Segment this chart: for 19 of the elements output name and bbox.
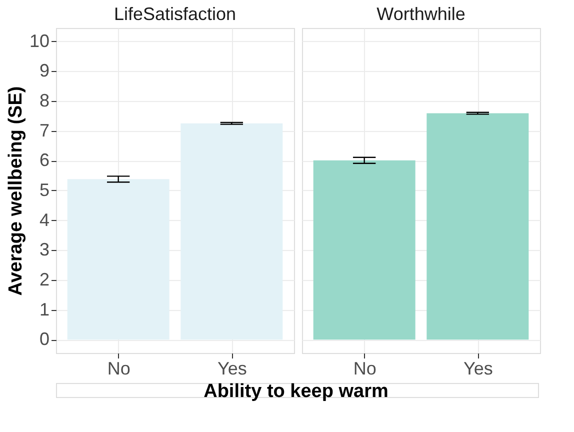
y-tick-label: 7: [39, 120, 50, 140]
y-tick-label: 0: [39, 329, 50, 350]
y-tick-label: 2: [39, 269, 50, 290]
y-tick-label: 9: [39, 60, 50, 81]
y-tick-label: 3: [39, 240, 50, 260]
y-tick-label: 10: [29, 30, 50, 51]
x-tick-label: Yes: [463, 358, 493, 378]
x-tick-label: Yes: [217, 358, 247, 378]
chart-title: LifeSatisfaction: [114, 4, 236, 24]
x-axis-title: Ability to keep warm: [204, 381, 388, 402]
x-tick-label: No: [353, 358, 376, 378]
y-tick-label: 8: [39, 90, 50, 111]
y-tick-label: 4: [39, 210, 50, 230]
y-tick-label: 5: [39, 180, 50, 200]
y-axis-title: Average wellbeing (SE): [5, 86, 26, 296]
chart-title: Worthwhile: [376, 4, 466, 24]
x-tick-label: No: [107, 358, 130, 378]
y-tick-label: 1: [39, 299, 50, 320]
y-tick-label: 6: [39, 150, 50, 170]
